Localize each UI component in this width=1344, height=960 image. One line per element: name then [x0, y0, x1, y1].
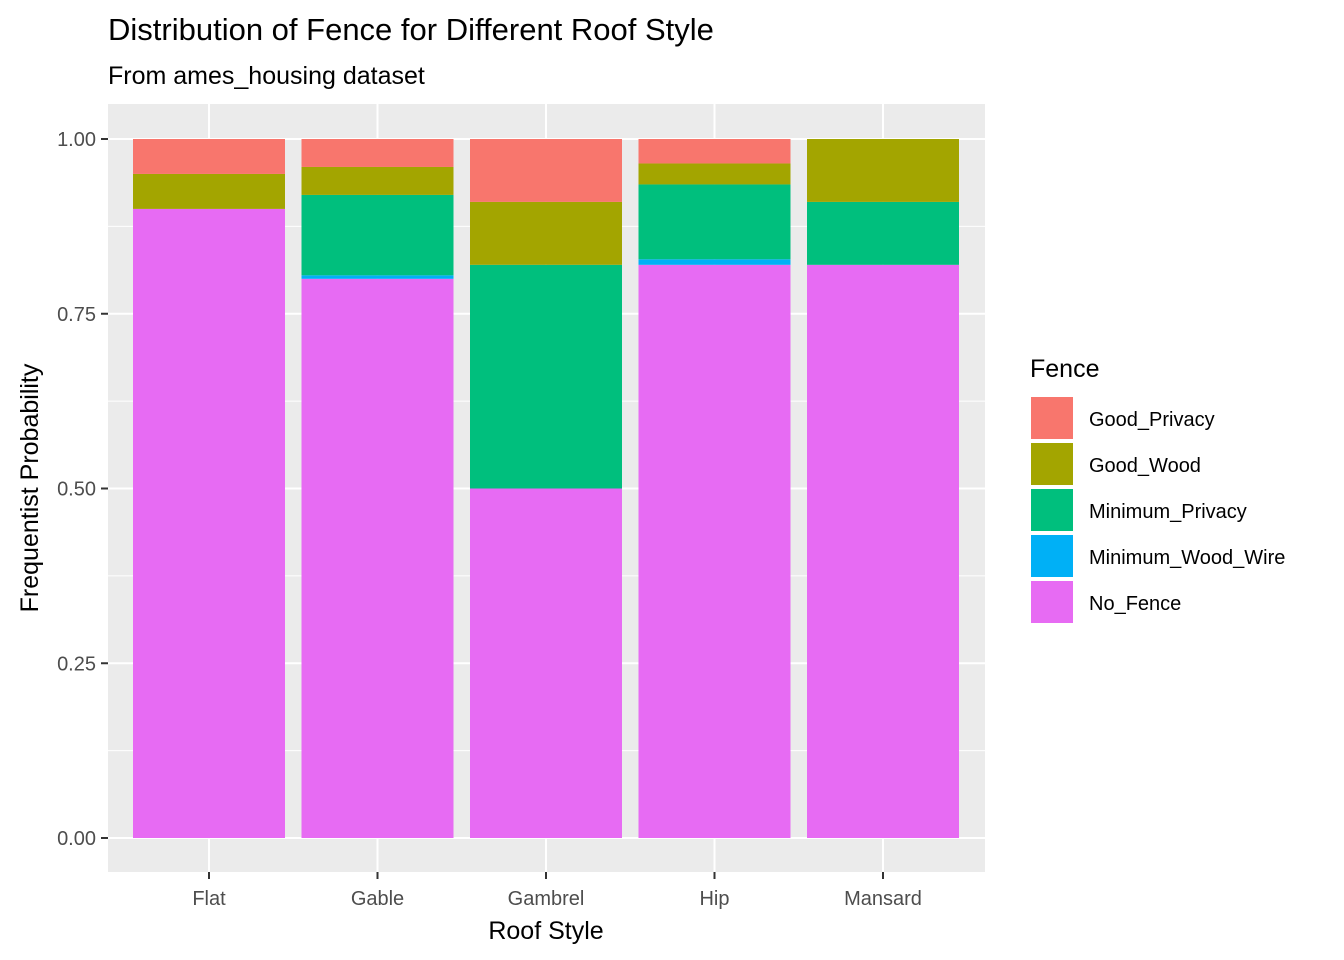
bar-segment-gable-minimum-wood-wire	[301, 275, 454, 279]
bar-segment-flat-good-wood	[133, 173, 285, 209]
bar-segment-hip-no-fence	[638, 264, 791, 838]
legend-label: Good_Wood	[1089, 455, 1201, 477]
legend-label: Good_Privacy	[1089, 409, 1215, 431]
bar-segment-hip-minimum-privacy	[638, 184, 791, 260]
x-axis: Flat Gable Gambrel Hip Mansard	[192, 872, 922, 910]
y-tick-label: 1.00	[57, 129, 96, 151]
y-axis-title: Frequentist Probability	[16, 363, 44, 612]
bar-segment-gable-good-privacy	[301, 139, 454, 167]
bar-segment-hip-good-wood	[638, 163, 791, 185]
y-tick-label: 0.25	[57, 653, 96, 675]
y-axis: 0.00 0.25 0.50 0.75 1.00	[57, 129, 108, 850]
legend-key-good-wood	[1029, 441, 1075, 487]
x-tick-label: Hip	[699, 888, 729, 910]
bar-segment-flat-good-privacy	[133, 139, 285, 174]
legend: Fence Good_Privacy Good_Wood Minimum_Priva…	[1029, 355, 1285, 625]
legend-key-good-privacy	[1029, 395, 1075, 441]
chart-title: Distribution of Fence for Different Roof…	[108, 12, 714, 47]
bars	[133, 139, 959, 838]
bar-segment-mansard-no-fence	[807, 264, 959, 838]
bar-segment-gable-minimum-privacy	[301, 194, 454, 276]
x-tick-label: Mansard	[844, 888, 922, 910]
bar-segment-gable-good-wood	[301, 166, 454, 195]
legend-key-no-fence	[1029, 579, 1075, 625]
bar-segment-gambrel-good-privacy	[470, 139, 622, 202]
x-tick-label: Gambrel	[508, 888, 585, 910]
y-tick-label: 0.50	[57, 479, 96, 501]
legend-label: Minimum_Privacy	[1089, 501, 1247, 523]
bar-segment-gable-no-fence	[301, 278, 454, 838]
bar-segment-mansard-good-wood	[807, 139, 959, 202]
bar-segment-hip-good-privacy	[638, 139, 791, 164]
bar-segment-mansard-minimum-privacy	[807, 201, 959, 265]
y-tick-label: 0.75	[57, 304, 96, 326]
y-tick-label: 0.00	[57, 828, 96, 850]
legend-key-minimum-wood-wire	[1029, 533, 1075, 579]
bar-segment-flat-no-fence	[133, 208, 285, 838]
x-tick-label: Flat	[192, 888, 226, 910]
bar-segment-gambrel-good-wood	[470, 201, 622, 265]
legend-key-minimum-privacy	[1029, 487, 1075, 533]
chart-subtitle: From ames_housing dataset	[108, 62, 425, 90]
legend-title: Fence	[1030, 355, 1099, 383]
x-tick-label: Gable	[351, 888, 404, 910]
bar-segment-gambrel-minimum-privacy	[470, 264, 622, 489]
bar-segment-gambrel-no-fence	[470, 488, 622, 838]
bar-segment-hip-minimum-wood-wire	[638, 259, 791, 265]
legend-label: No_Fence	[1089, 593, 1181, 615]
x-axis-title: Roof Style	[488, 917, 603, 945]
legend-label: Minimum_Wood_Wire	[1089, 547, 1285, 569]
